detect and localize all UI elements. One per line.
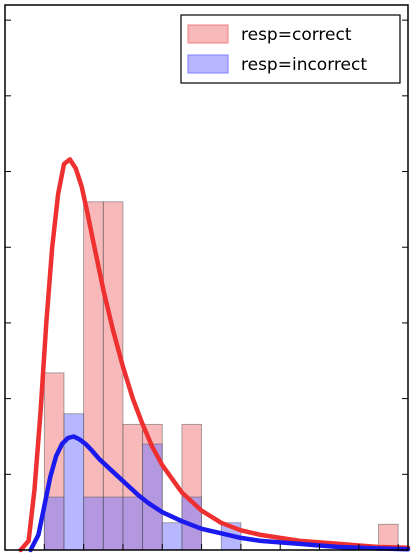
bar-incorrect-4 [83, 496, 104, 551]
density-curves [18, 157, 411, 553]
legend-swatch-correct [187, 24, 229, 44]
bar-incorrect-8 [161, 522, 183, 551]
plot-frame [4, 4, 409, 551]
curve-incorrect [28, 434, 411, 553]
bar-incorrect-3 [63, 413, 85, 551]
legend-swatch-incorrect [187, 54, 229, 74]
bar-incorrect-6 [122, 496, 144, 551]
axis-ticks [5, 19, 408, 550]
legend: resp=correct resp=incorrect [180, 14, 401, 84]
bar-incorrect-5 [102, 496, 124, 551]
legend-label-incorrect: resp=incorrect [241, 55, 367, 75]
legend-label-correct: resp=correct [241, 25, 352, 45]
bar-incorrect-2 [43, 496, 65, 551]
histogram-bars [43, 201, 399, 551]
curve-correct [18, 157, 411, 553]
